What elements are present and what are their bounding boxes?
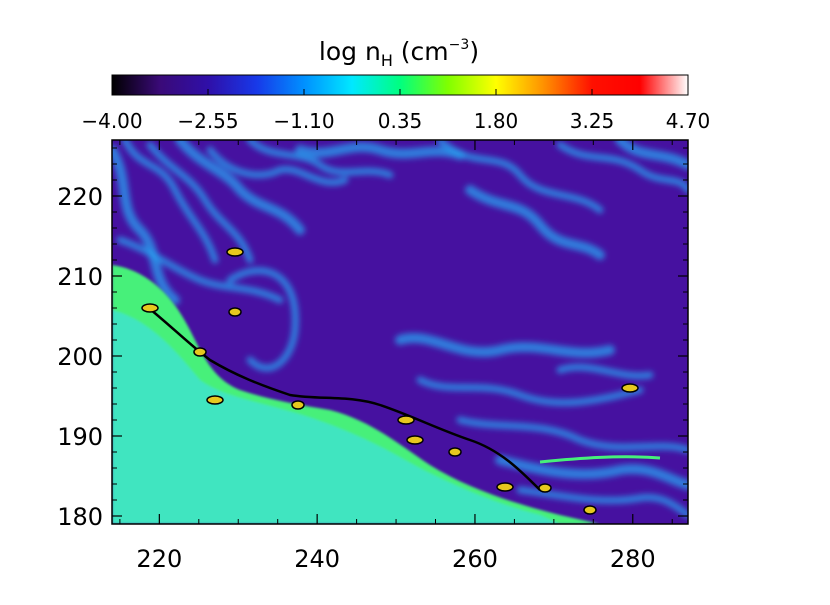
dense-clump	[406, 435, 424, 445]
thin-filament	[539, 455, 661, 464]
y-axis: 180 190 200 210 220	[57, 147, 688, 531]
dense-clump	[397, 415, 415, 425]
x-tick-label: 280	[610, 545, 656, 573]
filament	[495, 455, 688, 490]
dense-clump	[621, 383, 639, 393]
plot-frame	[111, 139, 689, 525]
filament	[295, 142, 465, 160]
title-unit-open: (cm	[393, 37, 449, 66]
dense-region	[112, 310, 560, 524]
dense-clump	[228, 307, 242, 317]
x-axis: 220 240 260 280	[119, 140, 673, 573]
title-subscript: H	[381, 51, 393, 70]
x-tick-label: 240	[294, 545, 340, 573]
filament	[436, 140, 604, 214]
filament	[226, 267, 299, 372]
y-tick-label: 200	[57, 343, 103, 371]
filament	[465, 185, 605, 260]
filament	[116, 236, 284, 304]
filament	[146, 141, 254, 264]
filament	[556, 363, 654, 380]
dense-clump	[206, 395, 224, 405]
filament	[112, 145, 180, 305]
colorbar-tick-label: 0.35	[378, 109, 423, 133]
dense-clump	[538, 483, 552, 493]
colorbar-title: log nH (cm−3)	[319, 37, 479, 70]
dense-clump	[448, 447, 462, 457]
filament	[246, 140, 394, 179]
colorbar-tick-label: 3.25	[570, 109, 615, 133]
y-tick-label: 190	[57, 423, 103, 451]
title-prefix: log n	[319, 37, 381, 66]
filament	[416, 376, 644, 407]
filament	[175, 140, 305, 235]
dense-clump	[226, 247, 244, 257]
dense-clump	[583, 505, 597, 515]
colorbar-tick-label: −1.10	[273, 109, 334, 133]
filament	[556, 141, 688, 194]
colorbar-tick-label: −4.00	[81, 109, 142, 133]
x-tick-label: 260	[452, 545, 498, 573]
filament	[206, 146, 349, 186]
colorbar-tick-label: −2.55	[177, 109, 238, 133]
dense-clump	[496, 482, 514, 492]
colorbar-tick-label: 4.70	[666, 109, 711, 133]
title-unit-close: )	[469, 37, 479, 66]
dense-clump	[291, 400, 305, 410]
filament	[615, 140, 688, 170]
x-tick-label: 220	[136, 545, 182, 573]
colorbar-ticks: −4.00 −2.55 −1.10 0.35 1.80 3.25 4.70	[81, 89, 710, 133]
colorbar-tick-label: 1.80	[474, 109, 519, 133]
heatmap-features	[112, 140, 688, 524]
y-tick-label: 210	[57, 263, 103, 291]
y-tick-label: 220	[57, 183, 103, 211]
title-superscript: −3	[449, 37, 470, 53]
filament	[121, 140, 219, 264]
filament	[516, 486, 688, 519]
dense-clump	[141, 303, 159, 313]
dense-clump	[193, 347, 207, 357]
heatmap-image	[112, 140, 688, 524]
y-tick-label: 180	[57, 503, 103, 531]
filament	[395, 333, 615, 358]
filament	[456, 416, 688, 454]
